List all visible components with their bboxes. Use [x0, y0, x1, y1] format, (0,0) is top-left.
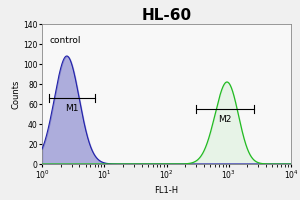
Y-axis label: Counts: Counts [12, 79, 21, 109]
Text: control: control [49, 36, 81, 45]
X-axis label: FL1-H: FL1-H [154, 186, 178, 195]
Text: M2: M2 [218, 115, 232, 124]
Text: M1: M1 [65, 104, 79, 113]
Title: HL-60: HL-60 [141, 8, 192, 23]
